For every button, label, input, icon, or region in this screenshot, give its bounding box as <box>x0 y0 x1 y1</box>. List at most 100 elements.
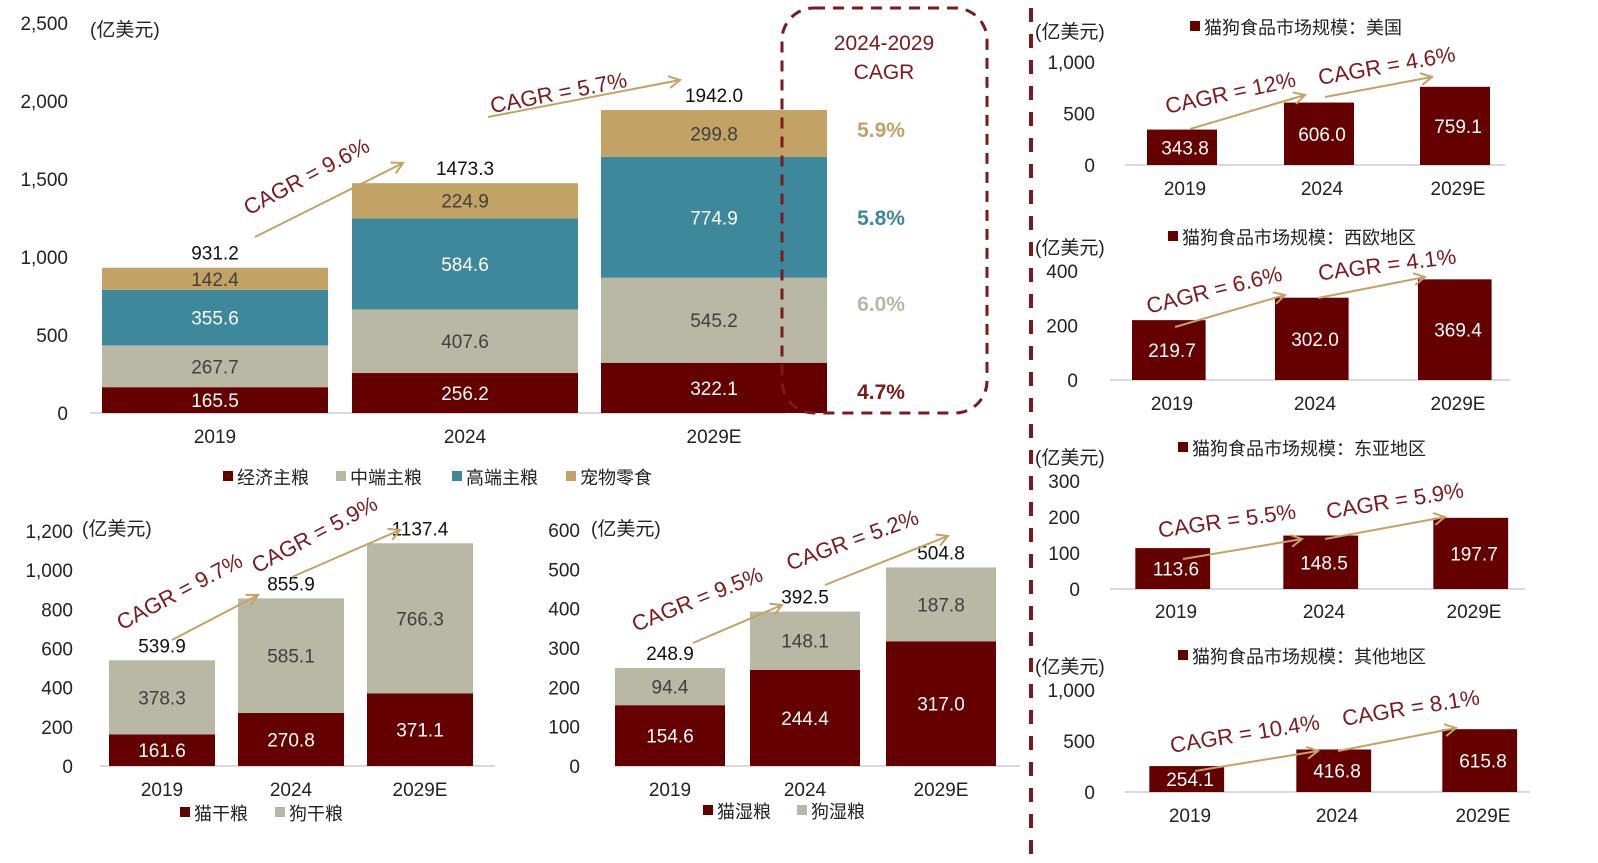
unit-label: (亿美元) <box>1035 237 1105 259</box>
bar-segment-label: 585.1 <box>267 647 315 668</box>
bar-segment-label: 407.6 <box>441 332 489 353</box>
bar-segment <box>102 289 328 346</box>
cagr-arrow <box>1189 95 1305 130</box>
legend-swatch <box>275 807 285 817</box>
cagr-arrow <box>824 536 948 586</box>
y-tick-label: 1,000 <box>1047 681 1095 702</box>
x-tick-label: 2019 <box>1155 602 1197 623</box>
y-tick-label: 2,000 <box>20 92 68 113</box>
bar-value-label: 113.6 <box>1153 560 1199 581</box>
bar <box>1433 517 1509 589</box>
x-tick-label: 2024 <box>1316 806 1359 827</box>
bar-segment <box>601 277 827 363</box>
x-tick-label: 2024 <box>784 780 827 801</box>
bar-segment <box>750 669 860 766</box>
cagr-label: CAGR = 8.1% <box>1340 684 1481 730</box>
bar-value-label: 254.1 <box>1166 770 1214 791</box>
y-tick-label: 1,000 <box>20 248 68 269</box>
y-tick-label: 400 <box>41 679 73 700</box>
x-tick-label: 2024 <box>1303 602 1346 623</box>
bar <box>1149 766 1225 792</box>
legend-label: 狗干粮 <box>289 804 343 824</box>
y-tick-label: 2,500 <box>20 14 68 35</box>
cagr-arrow <box>692 605 782 644</box>
y-tick-label: 200 <box>1048 508 1080 529</box>
cagr-label: CAGR = 6.6% <box>1144 261 1285 319</box>
legend-swatch <box>1168 231 1178 241</box>
bar-segment-label: 766.3 <box>396 609 444 630</box>
legend-label: 猫干粮 <box>194 804 248 824</box>
bar-segment <box>886 641 996 766</box>
y-tick-label: 200 <box>1046 317 1078 338</box>
x-tick-label: 2019 <box>141 780 183 801</box>
y-tick-label: 0 <box>1084 156 1095 177</box>
bar-segment-label: 224.9 <box>441 192 489 213</box>
bar-segment <box>352 373 578 413</box>
bar-segment <box>750 611 860 670</box>
x-tick-label: 2024 <box>444 427 487 448</box>
y-tick-label: 300 <box>1048 472 1080 493</box>
cagr-label: CAGR = 9.5% <box>628 561 766 636</box>
cagr-arrow <box>291 530 400 578</box>
y-tick-label: 200 <box>41 718 73 739</box>
bar-segment <box>102 387 328 413</box>
x-tick-label: 2029E <box>1431 179 1486 200</box>
y-tick-label: 500 <box>36 326 68 347</box>
bar-value-label: 302.0 <box>1291 330 1339 351</box>
legend-label: 猫狗食品市场规模：美国 <box>1204 18 1402 38</box>
bar-value-label: 416.8 <box>1313 762 1361 783</box>
cagr-arrow <box>1324 517 1445 540</box>
bar-segment <box>352 218 578 310</box>
bar-segment-label: 378.3 <box>138 688 186 709</box>
unit-label: (亿美元) <box>1035 447 1105 469</box>
bar-segment <box>238 598 344 713</box>
bar-segment-label: 322.1 <box>690 379 738 400</box>
cagr-label: CAGR = 9.7% <box>112 548 246 635</box>
cagr-arrow <box>1337 728 1456 752</box>
x-tick-label: 2029E <box>914 780 969 801</box>
bar-total-label: 392.5 <box>781 588 829 609</box>
y-tick-label: 500 <box>548 560 580 581</box>
bar-total-label: 931.2 <box>191 244 239 265</box>
bar <box>1284 102 1354 165</box>
y-tick-label: 400 <box>1046 262 1078 283</box>
y-tick-label: 500 <box>1063 105 1095 126</box>
unit-label: (亿美元) <box>591 518 661 540</box>
y-tick-label: 0 <box>1084 783 1095 804</box>
legend-label: 猫狗食品市场规模：西欧地区 <box>1182 228 1416 248</box>
bar-segment-label: 148.1 <box>781 632 829 653</box>
cagr-arrow <box>1174 295 1285 328</box>
cagr-arrow <box>171 595 258 641</box>
bar-value-label: 759.1 <box>1434 117 1482 138</box>
y-tick-label: 0 <box>1069 580 1080 601</box>
bar-total-label: 504.8 <box>917 543 965 564</box>
cagr-label: CAGR = 4.1% <box>1317 244 1458 286</box>
bar-segment-label: 270.8 <box>267 730 315 751</box>
bar-value-label: 615.8 <box>1459 752 1507 773</box>
unit-label: (亿美元) <box>1035 21 1105 43</box>
legend-swatch <box>223 471 233 481</box>
cagr-box-value: 4.7% <box>857 381 905 404</box>
y-tick-label: 0 <box>57 404 68 425</box>
bar-segment <box>102 267 328 290</box>
y-tick-label: 0 <box>62 757 73 778</box>
legend-swatch <box>703 805 713 815</box>
cagr-label: CAGR = 12% <box>1163 67 1298 119</box>
cagr-label: CAGR = 5.5% <box>1157 499 1298 543</box>
bar-segment-label: 317.0 <box>917 695 965 716</box>
bar <box>1442 729 1518 792</box>
bar-value-label: 219.7 <box>1148 341 1196 362</box>
x-tick-label: 2019 <box>1151 394 1193 415</box>
y-tick-label: 600 <box>41 640 73 661</box>
y-tick-label: 400 <box>548 600 580 621</box>
legend-label: 经济主粮 <box>237 468 309 488</box>
bar-total-label: 1137.4 <box>392 519 449 540</box>
x-tick-label: 2019 <box>1169 806 1211 827</box>
cagr-arrow <box>1324 77 1432 98</box>
bar-segment-label: 371.1 <box>396 721 444 742</box>
bar-segment <box>886 567 996 642</box>
legend-swatch <box>336 471 346 481</box>
legend-swatch <box>180 807 190 817</box>
unit-label: (亿美元) <box>90 19 160 41</box>
